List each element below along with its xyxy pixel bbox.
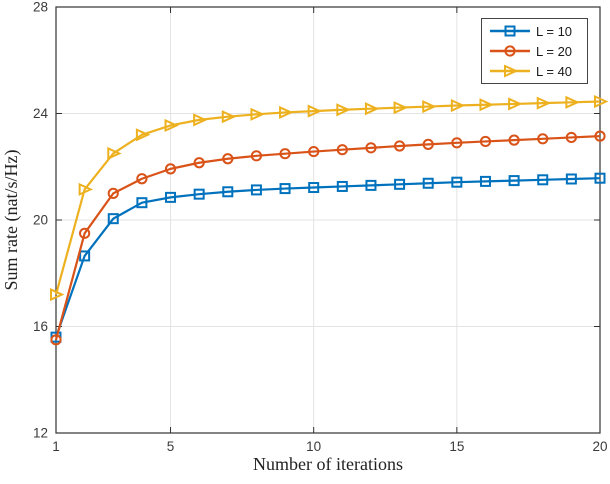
svg-text:15: 15: [449, 439, 464, 454]
series-l=40: [50, 94, 609, 302]
x-axis-label: Number of iterations: [253, 454, 403, 474]
series-l=10: [50, 172, 606, 343]
svg-text:28: 28: [33, 0, 48, 15]
svg-text:20: 20: [33, 213, 48, 228]
legend-item-l20: L = 20: [489, 41, 587, 61]
square-marker-icon: [490, 25, 530, 37]
legend-label-l10: L = 10: [536, 23, 573, 39]
svg-text:24: 24: [33, 106, 49, 121]
legend: L = 10 L = 20 L = 40: [481, 18, 588, 84]
legend-label-l40: L = 40: [536, 63, 573, 79]
svg-text:12: 12: [33, 426, 48, 441]
legend-item-l10: L = 10: [489, 21, 587, 41]
series-l=20: [50, 130, 606, 346]
svg-text:1: 1: [52, 439, 60, 454]
svg-text:20: 20: [592, 439, 607, 454]
triangle-right-marker-icon: [490, 64, 530, 78]
legend-item-l40: L = 40: [489, 61, 587, 81]
circle-marker-icon: [490, 45, 530, 57]
legend-label-l20: L = 20: [536, 43, 573, 59]
data-series: [50, 94, 609, 346]
svg-text:10: 10: [306, 439, 321, 454]
y-axis-label: Sum rate (nat/s/Hz): [1, 150, 22, 291]
svg-text:5: 5: [167, 439, 175, 454]
tick-marks: [55, 6, 601, 434]
svg-text:16: 16: [33, 319, 48, 334]
